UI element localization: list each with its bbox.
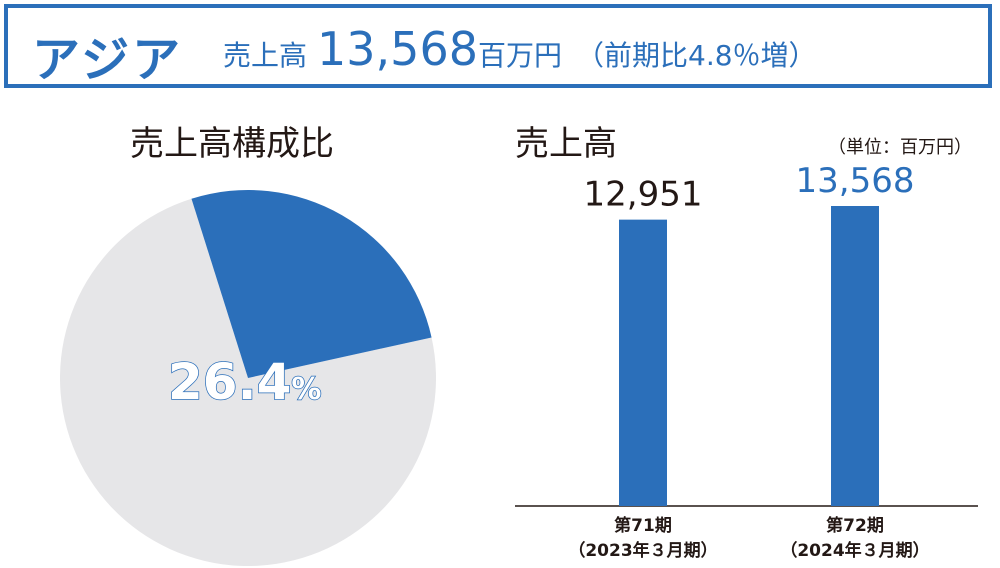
pie-chart-title: 売上高構成比 xyxy=(130,124,334,164)
category-sublabel-0: （2023年３月期） xyxy=(568,540,717,561)
sales-unit: 百万円 xyxy=(477,39,562,72)
bar-1 xyxy=(831,206,879,506)
region-title: アジア xyxy=(32,32,184,88)
bar-chart-title: 売上高 xyxy=(515,124,617,164)
pie-slice-label: 26.4% xyxy=(168,353,321,411)
unit-note: （単位：百万円） xyxy=(828,137,972,158)
sales-value: 13,568 xyxy=(317,22,478,76)
pie-slice-0 xyxy=(191,190,432,378)
sales-headline: 売上高 13,568百万円 （前期比4.8％増） xyxy=(223,22,817,76)
bar-value-label-0: 12,951 xyxy=(584,175,703,215)
bar-value-label-1: 13,568 xyxy=(796,161,915,201)
category-label-0: 第71期 xyxy=(614,515,672,536)
growth-text: （前期比4.8％増） xyxy=(576,39,817,72)
sales-label: 売上高 xyxy=(223,39,308,72)
pie-slice-1 xyxy=(60,198,436,566)
category-label-1: 第72期 xyxy=(826,515,884,536)
category-sublabel-1: （2024年３月期） xyxy=(780,540,929,561)
region-header: アジア 売上高 13,568百万円 （前期比4.8％増） xyxy=(4,4,992,88)
bar-0 xyxy=(619,219,667,506)
